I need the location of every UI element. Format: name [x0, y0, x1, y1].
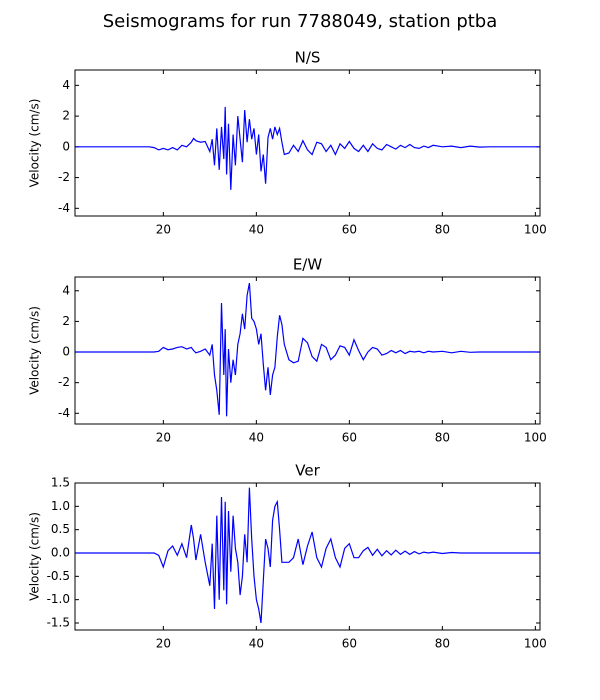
trace [75, 282, 540, 417]
y-tick-label: 0.5 [51, 522, 70, 536]
x-tick-label: 20 [156, 431, 171, 445]
x-tick-label: 80 [435, 223, 450, 237]
y-tick-label: -1.5 [47, 616, 70, 630]
y-tick-label: -1.0 [47, 592, 70, 606]
x-tick-label: 40 [249, 637, 264, 651]
y-tick-label: -2 [58, 375, 70, 389]
y-tick-label: 4 [62, 283, 70, 297]
y-tick-label: 0.0 [51, 546, 70, 560]
trace [75, 487, 540, 624]
y-axis-label: Velocity (cm/s) [28, 99, 42, 188]
axes-frame [74, 482, 541, 631]
x-tick-label: 80 [435, 431, 450, 445]
y-tick-label: 4 [62, 78, 70, 92]
y-axis-label: Velocity (cm/s) [28, 306, 42, 395]
x-tick-label: 100 [524, 431, 547, 445]
x-tick-label: 60 [342, 223, 357, 237]
y-tick-label: -0.5 [47, 569, 70, 583]
axes-title: E/W [293, 256, 323, 274]
y-tick-label: 1.5 [51, 476, 70, 490]
y-tick-label: -2 [58, 170, 70, 184]
y-tick-label: -4 [58, 406, 70, 420]
x-tick-label: 100 [524, 637, 547, 651]
axes-title: Ver [295, 462, 320, 480]
x-tick-label: 80 [435, 637, 450, 651]
x-tick-label: 60 [342, 637, 357, 651]
trace [75, 106, 540, 190]
y-tick-label: -4 [58, 201, 70, 215]
y-tick-label: 0 [62, 139, 70, 153]
axes-frame [74, 276, 541, 425]
x-tick-label: 60 [342, 431, 357, 445]
y-tick-label: 2 [62, 314, 70, 328]
x-tick-label: 20 [156, 223, 171, 237]
y-axis-label: Velocity (cm/s) [28, 512, 42, 601]
figure-title: Seismograms for run 7788049, station ptb… [103, 11, 498, 32]
axes-frame [74, 69, 541, 217]
x-tick-label: 100 [524, 223, 547, 237]
y-tick-label: 0 [62, 345, 70, 359]
y-tick-label: 2 [62, 109, 70, 123]
x-tick-label: 40 [249, 223, 264, 237]
x-tick-label: 20 [156, 637, 171, 651]
y-tick-label: 1.0 [51, 499, 70, 513]
x-tick-label: 40 [249, 431, 264, 445]
axes-title: N/S [295, 49, 321, 67]
